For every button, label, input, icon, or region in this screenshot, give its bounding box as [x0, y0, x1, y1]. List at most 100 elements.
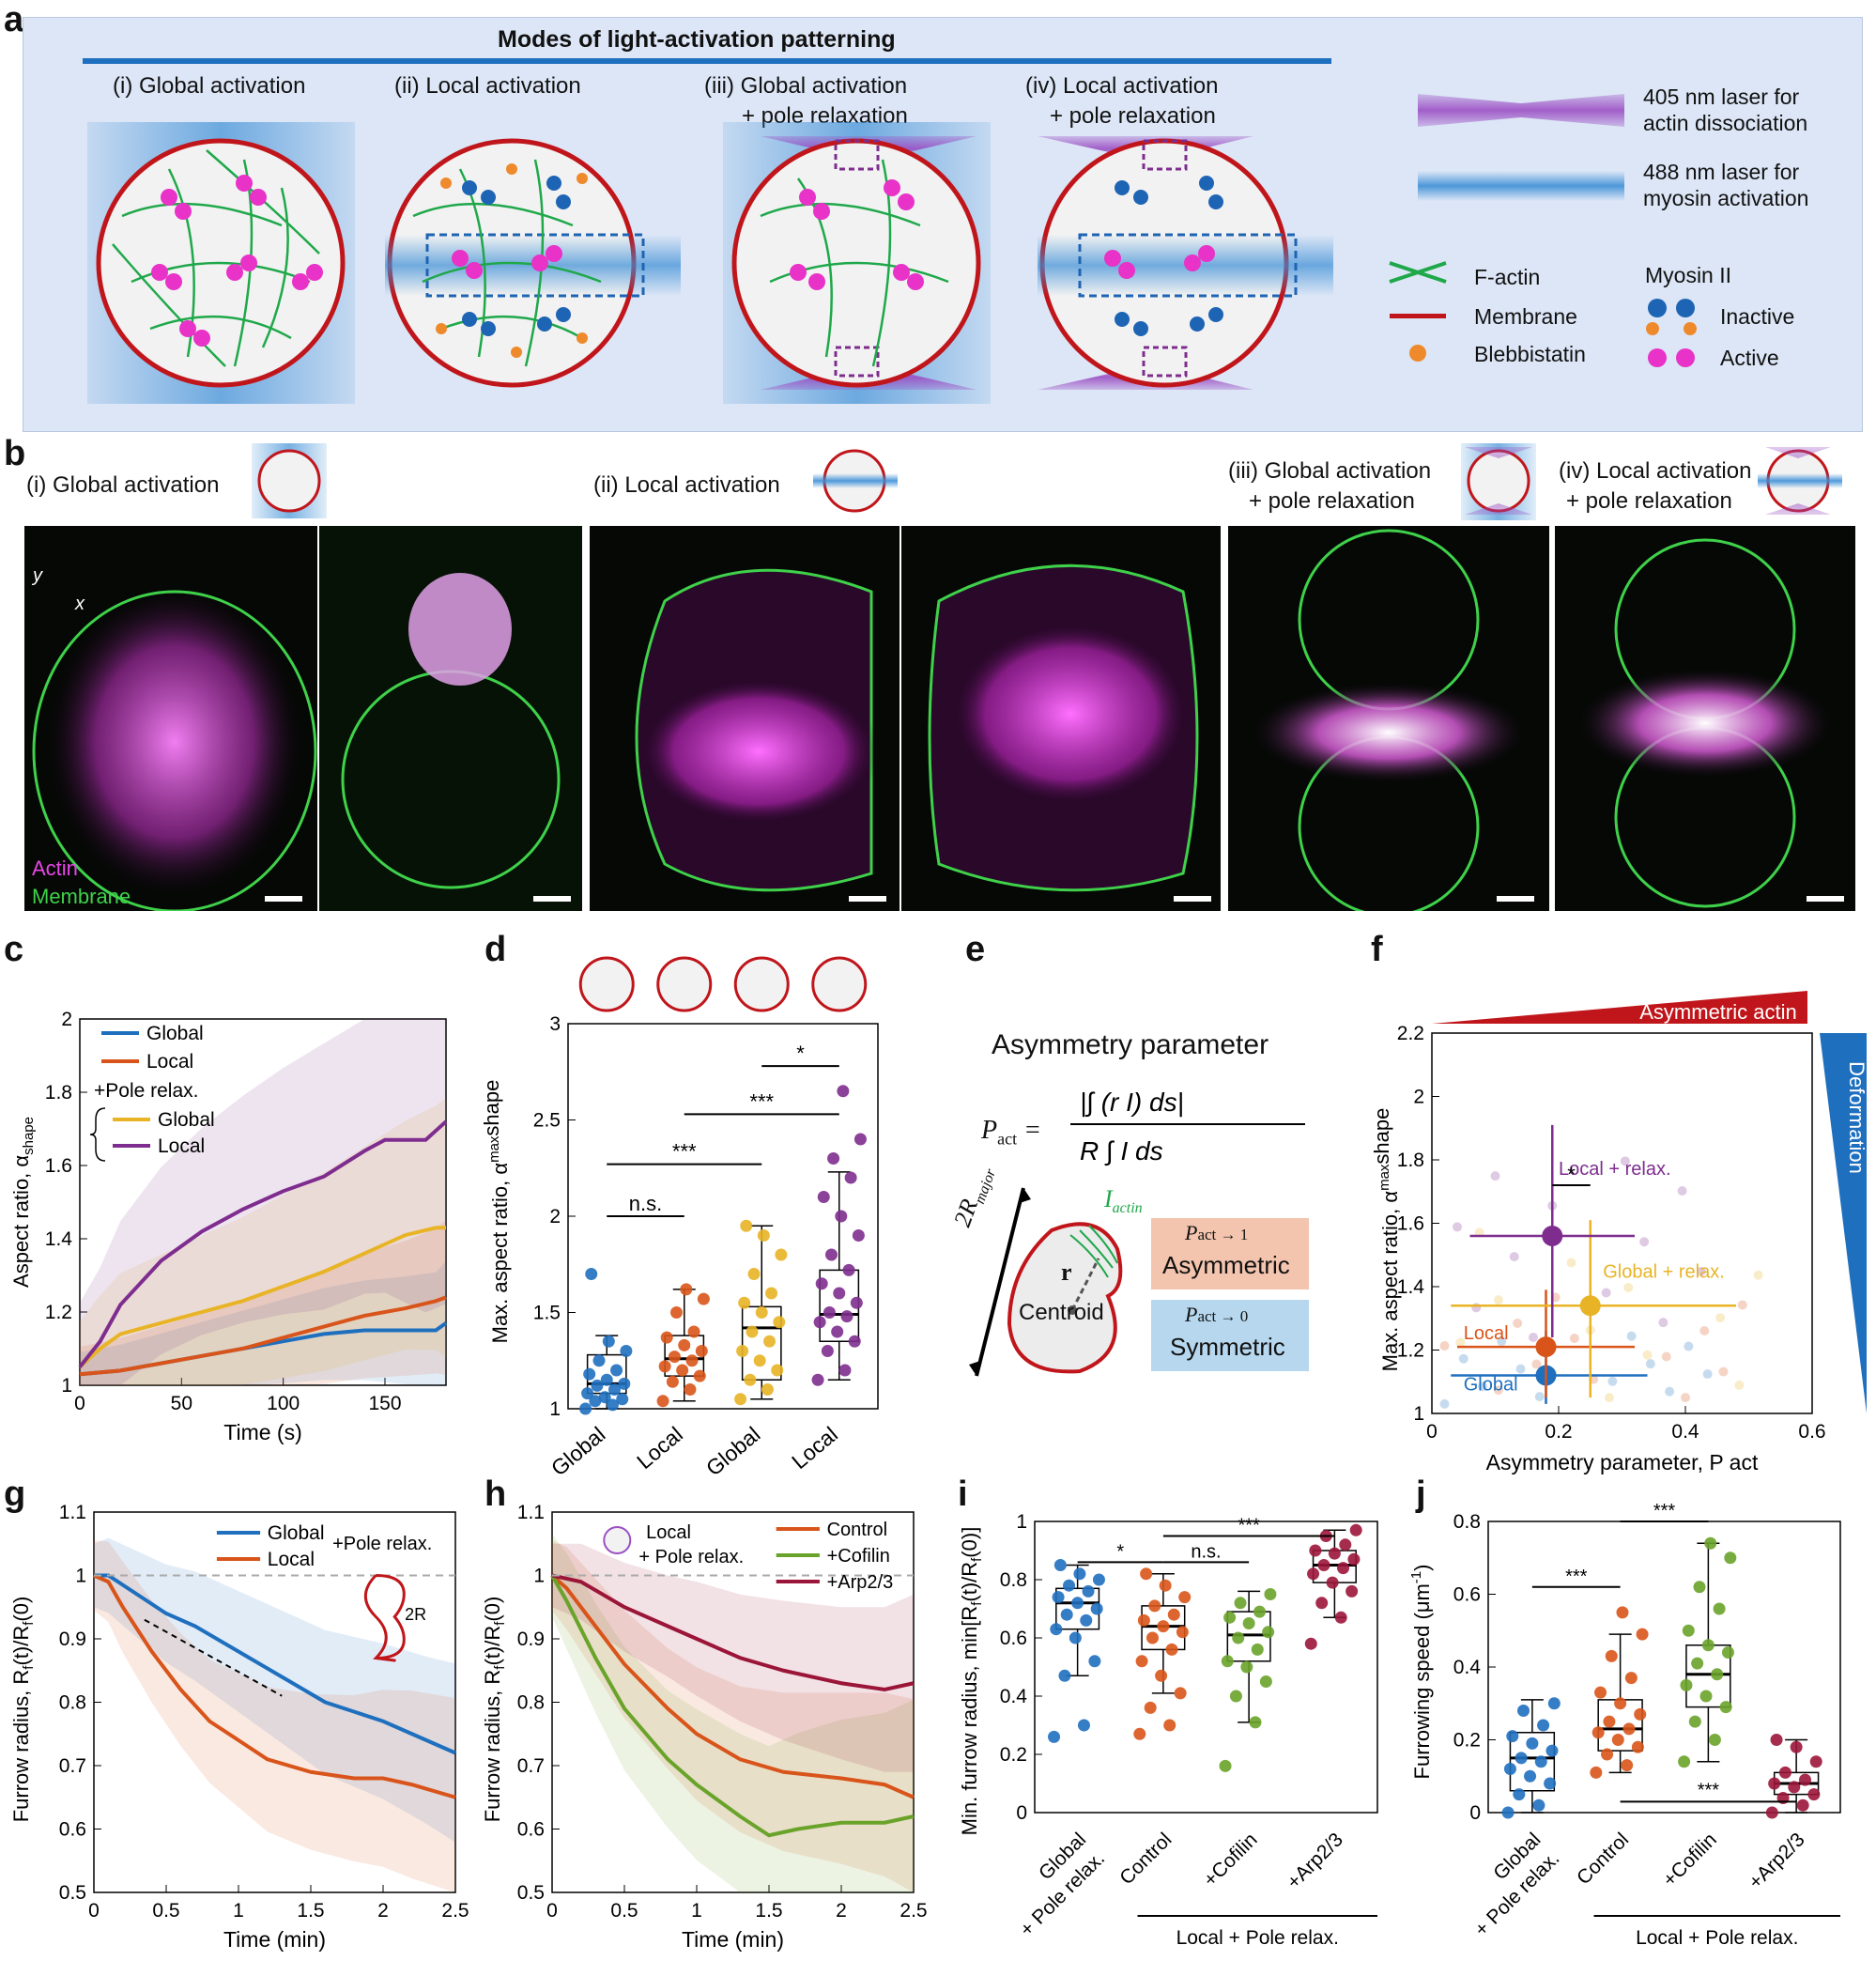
- i-category-2: +Cofilin: [1199, 1829, 1261, 1891]
- j-point-2: [1711, 1668, 1724, 1681]
- c-legend-label-0: Global: [146, 1023, 204, 1044]
- j-point-3: [1809, 1755, 1822, 1768]
- d-point-1: [670, 1306, 683, 1319]
- i-point-0: [1073, 1567, 1086, 1581]
- c-series-3: [78, 1119, 448, 1368]
- f-scatter-point-0: [1534, 1392, 1545, 1402]
- local-activation-roi: [425, 233, 645, 298]
- h-xtick-label: 2: [836, 1900, 847, 1922]
- mode-a-3-label: (iii) Global activation: [704, 73, 908, 99]
- r-vector-label: r: [1061, 1258, 1072, 1286]
- d-sig-label-1: ***: [672, 1140, 697, 1164]
- h-series-2: [551, 1573, 915, 1692]
- g-ytick-label: 0.5: [59, 1882, 86, 1904]
- g-ytick-label: 0.7: [59, 1755, 86, 1777]
- j-point-1: [1611, 1734, 1624, 1746]
- d-point-1: [668, 1351, 681, 1364]
- j-point-2: [1708, 1734, 1721, 1746]
- d-point-3: [823, 1306, 836, 1319]
- c-legend-brace: [89, 1107, 106, 1162]
- f-xtick-label: 0.2: [1545, 1421, 1572, 1443]
- h-ytick-label: 0.5: [517, 1882, 545, 1904]
- h-xtick-label: 1: [691, 1900, 702, 1922]
- i-point-1: [1155, 1669, 1168, 1682]
- d-point-2: [763, 1335, 776, 1348]
- f-scatter-point-0: [1702, 1369, 1713, 1380]
- channel-membrane-label: Membrane: [32, 885, 131, 908]
- mode-b-4-label2: + pole relaxation: [1566, 488, 1732, 514]
- c-xtick-label: 50: [171, 1393, 192, 1414]
- legend-membrane-icon: [1390, 314, 1446, 318]
- mode-a-4-label2: + pole relaxation: [1050, 103, 1216, 129]
- d-point-1: [680, 1283, 693, 1296]
- j-point-3: [1799, 1773, 1811, 1786]
- d-point-3: [831, 1325, 844, 1338]
- f-xtick-label: 0.6: [1798, 1421, 1825, 1443]
- h-band-1: [552, 1534, 914, 1892]
- i-sig-label-0: *: [1116, 1541, 1124, 1562]
- d-ylabel: Max. aspect ratio, αmaxshape: [480, 1080, 512, 1344]
- j-ytick-label: 0.2: [1453, 1730, 1481, 1752]
- h-band-2: [552, 1543, 914, 1772]
- legend-membrane-label: Membrane: [1474, 304, 1577, 329]
- i-point-3: [1326, 1576, 1339, 1589]
- legend-488-laser-icon: [1418, 171, 1624, 201]
- i-point-0: [1050, 1623, 1063, 1636]
- j-point-1: [1621, 1759, 1634, 1772]
- f-ytick-label: 1.4: [1397, 1276, 1425, 1298]
- i-ytick-label: 0.4: [1000, 1686, 1028, 1707]
- j-point-0: [1547, 1697, 1561, 1710]
- scalebar-4: [1174, 896, 1211, 902]
- d-point-0: [598, 1391, 611, 1404]
- mode-b-4-label: (iv) Local activation: [1559, 458, 1752, 484]
- legend-factin-icon: [1389, 261, 1447, 284]
- c-band-1: [80, 1219, 446, 1385]
- f-ytick-label: 1: [1413, 1403, 1424, 1425]
- j-point-1: [1622, 1722, 1636, 1736]
- mode-a-1-label: (i) Global activation: [113, 73, 306, 99]
- d-point-3: [815, 1277, 828, 1290]
- g-xtick-label: 2: [377, 1900, 389, 1922]
- micrograph-local-relax: [1555, 526, 1855, 911]
- f-sig-label: *: [1567, 1163, 1576, 1186]
- legend-488-line2: myosin activation: [1643, 186, 1809, 210]
- i-sig-label-2: ***: [1238, 1516, 1260, 1536]
- f-scatter-point-2: [1455, 1337, 1466, 1348]
- i-ytick-label: 0.8: [1000, 1569, 1027, 1591]
- h-legend-label-0: Control: [827, 1520, 887, 1540]
- f-xlabel: Asymmetry parameter, P act: [1486, 1450, 1759, 1474]
- d-point-3: [842, 1263, 855, 1276]
- h-legend-label-2: +Arp2/3: [827, 1572, 894, 1593]
- i-point-1: [1157, 1620, 1170, 1633]
- f-scatter-point-1: [1661, 1351, 1671, 1362]
- d-point-3: [850, 1296, 863, 1309]
- i-point-2: [1234, 1597, 1247, 1610]
- panel-label-a: a: [4, 0, 24, 39]
- h-ylabel: Furrow radius, Rf(t)/Rf(0): [481, 1597, 508, 1823]
- f-scatter-point-2: [1642, 1350, 1653, 1360]
- f-ylabel: Max. aspect ratio, αmaxshape: [1370, 1108, 1402, 1372]
- chart-j-furrowing-speed: 00.20.40.60.8*********Global+ Pole relax…: [1408, 1501, 1841, 1949]
- mode-b-3-label: (iii) Global activation: [1228, 458, 1432, 484]
- f-scatter-point-0: [1684, 1341, 1694, 1351]
- i-point-0: [1063, 1579, 1075, 1592]
- legend-405-laser-icon: [1418, 94, 1624, 127]
- f-scatter-point-2: [1734, 1380, 1745, 1390]
- d-point-2: [775, 1248, 788, 1261]
- j-point-2: [1680, 1678, 1693, 1691]
- d-point-1: [695, 1345, 708, 1357]
- i-category-3: +Arp2/3: [1283, 1829, 1347, 1893]
- j-point-3: [1788, 1781, 1801, 1794]
- i-point-3: [1349, 1523, 1362, 1536]
- d-category-1: Local: [632, 1422, 687, 1474]
- j-point-2: [1719, 1701, 1732, 1714]
- panel-label-g: g: [4, 1474, 26, 1514]
- active-myosin-2: [452, 245, 562, 279]
- c-axes-frame: [79, 1018, 447, 1386]
- i-ytick-label: 0.2: [1000, 1744, 1027, 1766]
- i-point-1: [1144, 1701, 1157, 1714]
- j-point-0: [1534, 1755, 1547, 1768]
- mode-b-2-label: (ii) Local activation: [593, 472, 780, 498]
- d-sig-label-2: ***: [749, 1089, 774, 1113]
- f-top-gradient-bar: [1432, 991, 1807, 1024]
